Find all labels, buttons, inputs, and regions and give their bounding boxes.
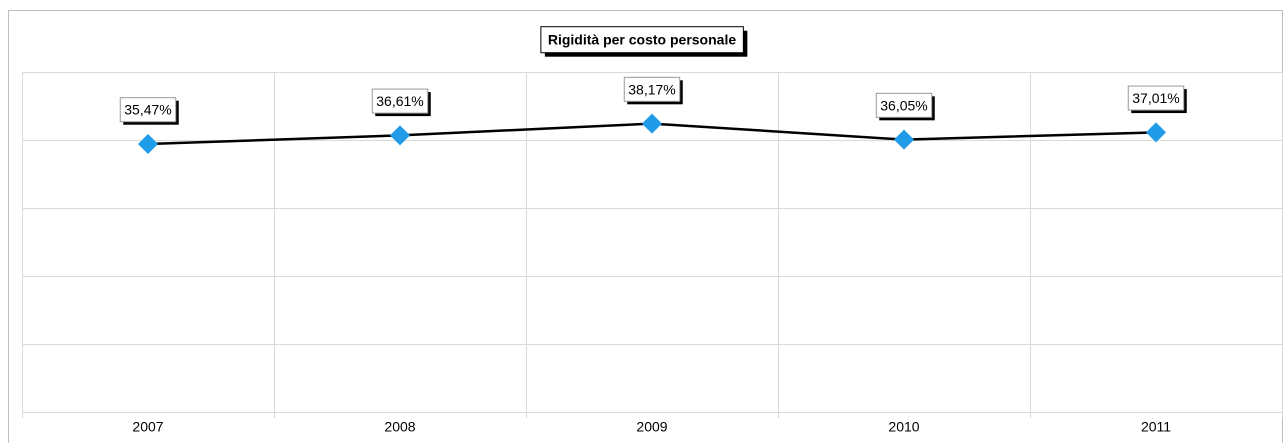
x-tick-label: 2010 — [888, 419, 919, 435]
chart-title-box: Rigidità per costo personale — [540, 26, 748, 57]
title-frame — [540, 26, 744, 54]
data-label-box: 38,17% — [623, 76, 683, 105]
data-label: 37,01% — [1132, 90, 1179, 106]
data-label: 36,61% — [376, 93, 423, 109]
data-label-box: 36,05% — [875, 92, 935, 121]
data-label-box: 37,01% — [1127, 85, 1187, 114]
data-label-box: 35,47% — [119, 97, 179, 125]
marker — [138, 134, 158, 155]
x-tick-label: 2011 — [1141, 419, 1171, 435]
x-tick-label: 2008 — [384, 419, 415, 435]
x-tick-label: 2009 — [636, 419, 667, 435]
data-label: 35,47% — [124, 102, 171, 118]
chart-border — [8, 10, 1283, 443]
x-tick-label: 2007 — [132, 419, 163, 435]
marker — [1146, 122, 1166, 143]
data-label: 36,05% — [880, 97, 927, 113]
label-frame — [623, 76, 681, 102]
label-frame — [875, 92, 933, 118]
data-label: 38,17% — [628, 81, 675, 97]
label-frame — [1127, 85, 1185, 111]
marker — [894, 129, 914, 150]
marker — [390, 125, 410, 146]
label-frame — [371, 88, 429, 114]
data-label-box: 36,61% — [371, 88, 431, 117]
marker — [642, 113, 662, 134]
chart-title: Rigidità per costo personale — [548, 32, 736, 48]
label-frame — [119, 97, 177, 123]
